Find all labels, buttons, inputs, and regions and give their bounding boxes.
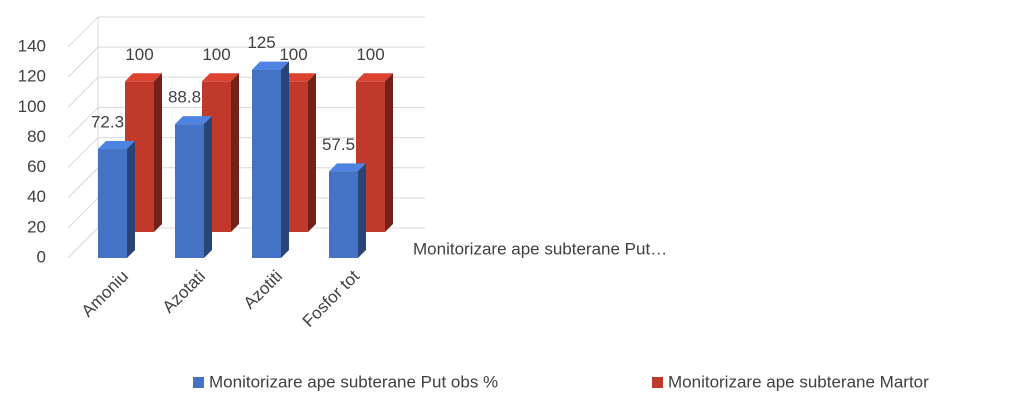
bar [329,171,358,258]
bar [98,149,127,258]
grid-line [67,107,99,138]
legend-label: Monitorizare ape subterane Put obs % [209,372,498,391]
y-tick-label: 100 [18,97,46,116]
x-tick-label: Fosfor tot [299,266,363,330]
data-label: 72.3 [91,113,124,132]
legend-label: Monitorizare ape subterane Martor [668,372,929,391]
bar-side [308,73,316,233]
y-tick-label: 0 [37,247,46,266]
data-label: 88.8 [168,88,201,107]
x-tick-label: Amoniu [78,267,132,321]
grid-line [67,16,99,48]
bar-top [98,141,135,150]
y-tick-label: 40 [27,187,46,206]
grid-line [67,197,99,229]
bar-top [356,73,393,82]
y-tick-label: 120 [18,67,46,86]
y-tick-label: 80 [27,127,46,146]
bar-side [385,73,393,233]
bar-top [252,61,289,70]
bar-top [125,73,162,82]
data-label: 100 [125,45,153,64]
grid-line [67,76,99,108]
data-label: 100 [279,45,307,64]
bar-side [127,141,135,258]
bar-side [204,116,212,258]
bar-side [281,61,289,258]
y-tick-label: 20 [27,217,46,236]
y-tick-label: 140 [18,36,46,55]
data-label: 100 [202,45,230,64]
bar-top [202,73,239,82]
bar-side [358,163,366,258]
grid-line [67,137,99,168]
bar [252,69,281,258]
grid-line [67,167,99,199]
grid-line [67,46,99,78]
bar-side [231,73,239,233]
x-tick-label: Azotati [159,267,209,317]
depth-axis-label: Monitorizare ape subterane Put… [413,239,667,258]
legend-swatch [652,377,663,388]
legend-swatch [193,377,204,388]
bar [175,124,204,258]
data-label: 125 [247,33,275,52]
grid-line [67,227,99,259]
x-tick-label: Azotiti [240,267,286,313]
data-label: 100 [356,45,384,64]
y-tick-label: 60 [27,157,46,176]
bar-top [329,163,366,172]
bar-top [175,116,212,125]
bar-side [154,73,162,233]
data-label: 57.5 [322,135,355,154]
